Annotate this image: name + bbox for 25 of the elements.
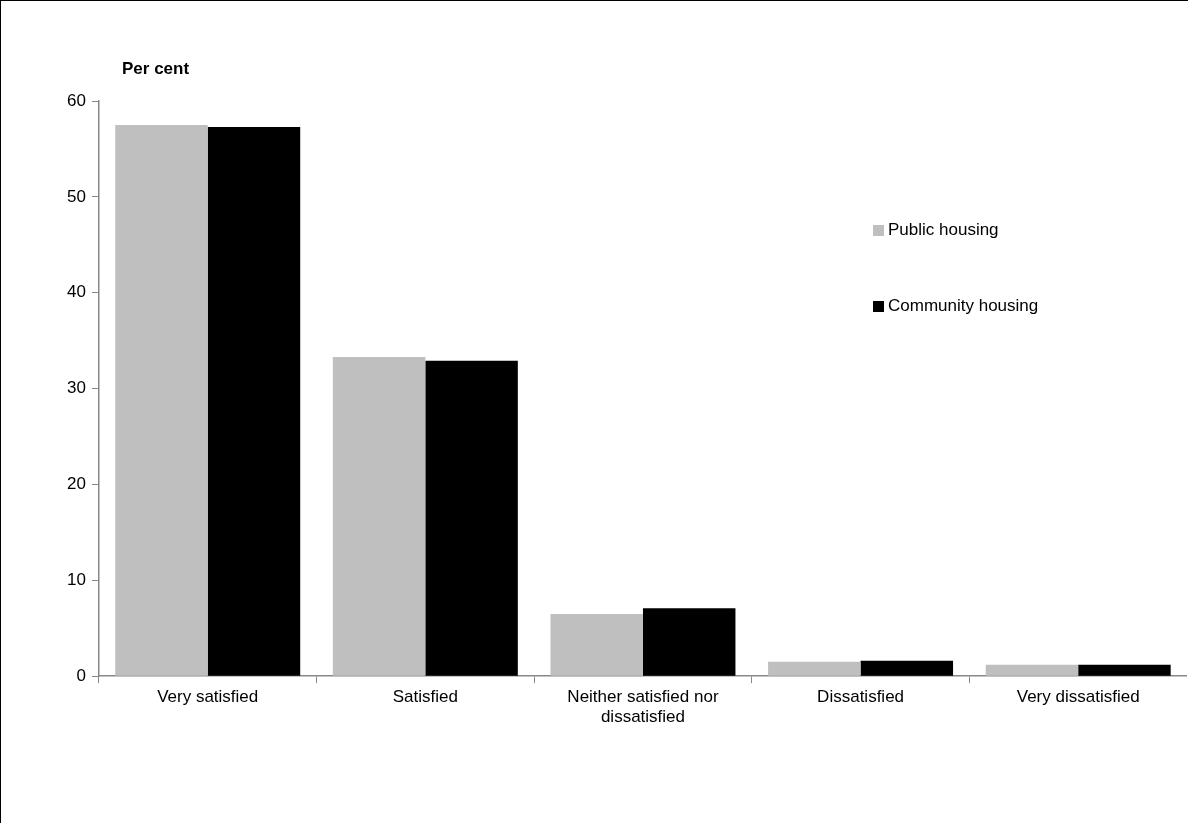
bar xyxy=(332,356,426,676)
x-tick-label: Satisfied xyxy=(392,687,458,707)
y-tick-label: 20 xyxy=(66,474,86,494)
y-tick-label: 30 xyxy=(66,378,86,398)
y-tick-label: 40 xyxy=(66,282,86,302)
bar xyxy=(860,660,954,676)
y-axis-title: Per cent xyxy=(122,59,190,79)
y-tick-label: 50 xyxy=(66,186,86,206)
bar xyxy=(985,664,1079,676)
bar xyxy=(425,360,518,676)
legend-label: Public housing xyxy=(888,220,999,240)
bar xyxy=(768,661,861,676)
y-tick-label: 0 xyxy=(76,665,86,685)
bar xyxy=(115,124,208,676)
y-tick-label: 10 xyxy=(66,570,86,590)
y-tick-label: 60 xyxy=(66,90,86,110)
x-tick-label: Dissatisfied xyxy=(817,687,905,707)
bar xyxy=(550,613,643,676)
legend-label: Community housing xyxy=(888,296,1039,316)
x-tick-label: Very dissatisfied xyxy=(1016,687,1140,707)
x-tick-label: Neither satisfied nor dissatisfied xyxy=(567,687,719,727)
bar xyxy=(642,608,736,676)
bar xyxy=(1078,664,1171,676)
bar xyxy=(207,126,301,676)
x-tick-label: Very satisfied xyxy=(157,687,259,707)
